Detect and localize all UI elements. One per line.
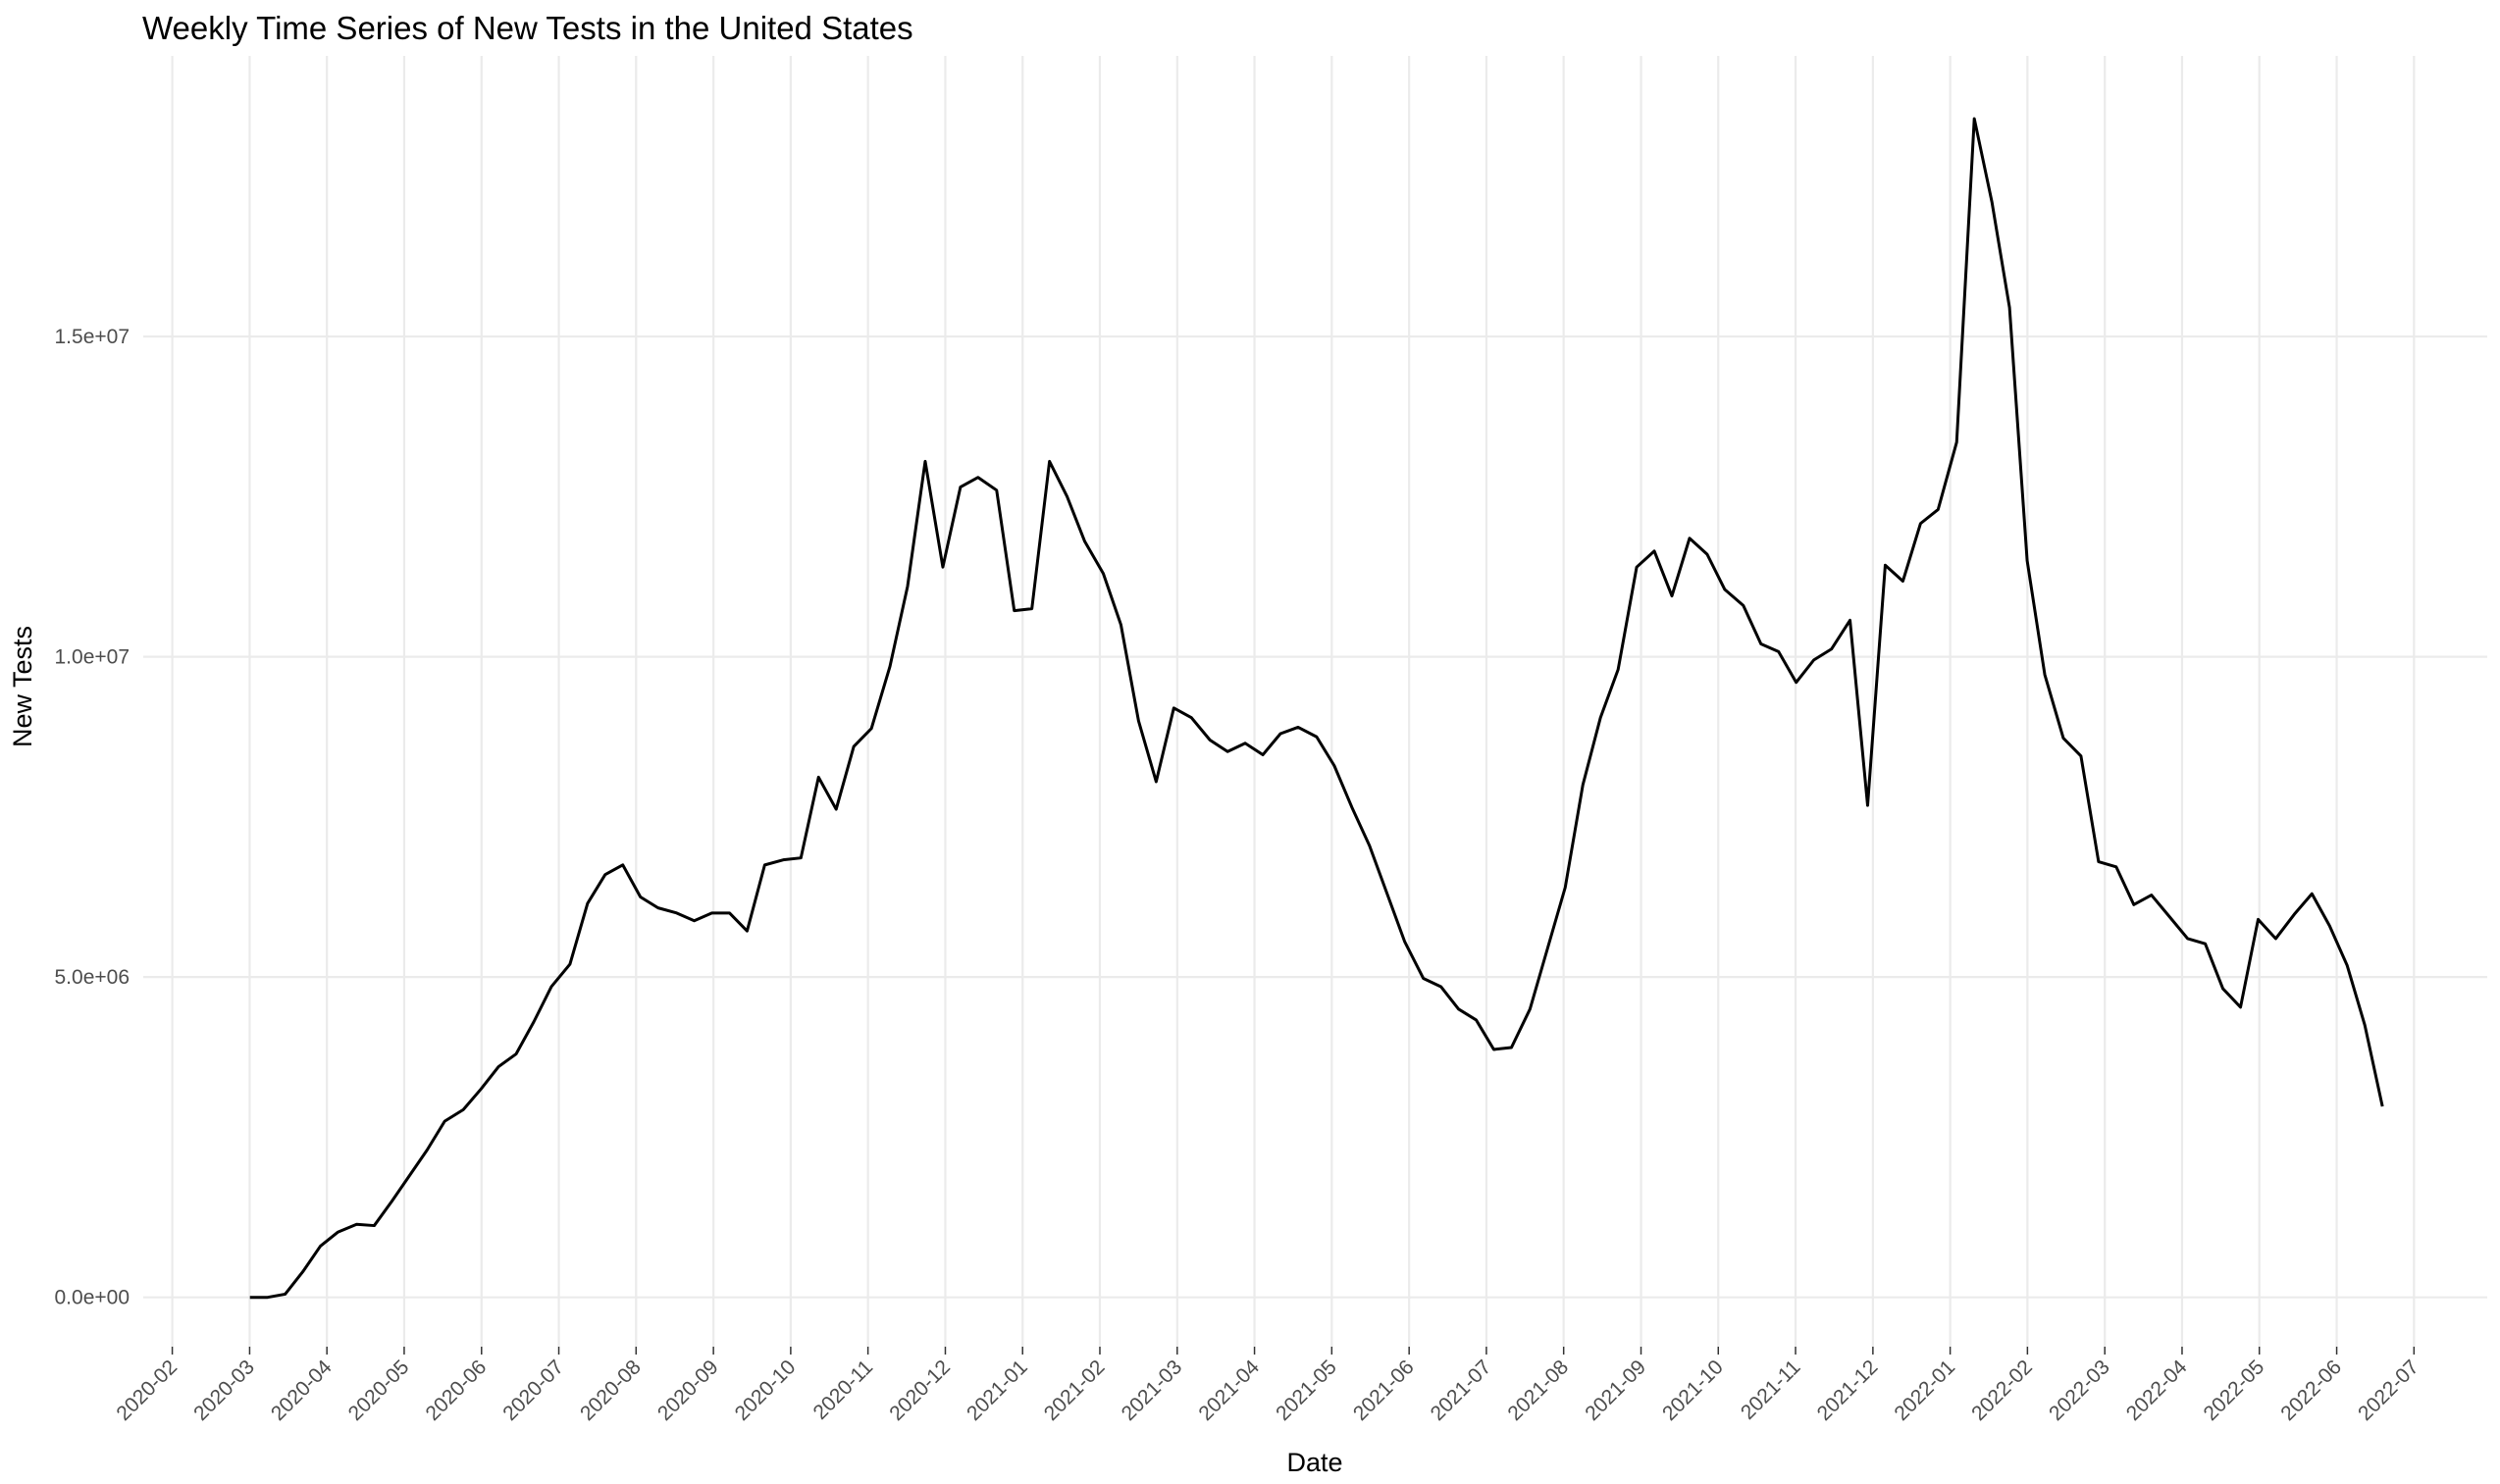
x-tick-label: 2022-05 [2199,1356,2268,1425]
x-tick-label: 2022-06 [2276,1356,2346,1425]
y-tick-label: 1.0e+07 [55,646,130,669]
x-tick-label: 2022-03 [2045,1356,2114,1425]
chart-title: Weekly Time Series of New Tests in the U… [142,10,913,46]
x-tick-label: 2021-12 [1813,1356,1883,1425]
x-tick-label: 2021-11 [1737,1356,1805,1424]
x-tick-label: 2021-06 [1349,1356,1419,1425]
x-tick-label: 2020-11 [809,1356,878,1424]
x-tick-label: 2020-09 [653,1356,723,1425]
y-axis-title: New Tests [8,626,37,747]
x-tick-label: 2021-04 [1194,1356,1264,1425]
x-axis-title: Date [1286,1448,1342,1477]
x-tick-label: 2020-10 [731,1356,801,1425]
x-tick-label: 2021-05 [1272,1356,1341,1425]
y-tick-label: 5.0e+06 [55,966,130,989]
x-tick-label: 2020-07 [498,1356,568,1425]
x-tick-label: 2022-02 [1967,1356,2037,1425]
x-tick-label: 2020-04 [267,1356,337,1425]
x-tick-label: 2020-06 [422,1356,492,1425]
x-tick-label: 2022-07 [2354,1356,2423,1425]
data-line [249,117,2384,1300]
x-tick-label: 2020-05 [344,1356,414,1425]
y-tick-label: 0.0e+00 [55,1287,130,1309]
x-tick-label: 2021-09 [1581,1356,1650,1425]
y-tick-label: 1.5e+07 [55,326,130,348]
x-tick-label: 2021-03 [1118,1356,1187,1425]
x-tick-label: 2020-08 [576,1356,646,1425]
x-tick-label: 2020-03 [189,1356,259,1425]
x-tick-label: 2022-01 [1890,1356,1959,1425]
x-tick-label: 2021-01 [963,1356,1032,1425]
x-tick-label: 2021-07 [1427,1356,1496,1425]
x-tick-label: 2020-02 [112,1356,182,1425]
x-tick-label: 2020-12 [885,1356,955,1425]
x-tick-label: 2022-04 [2122,1356,2192,1425]
x-tick-label: 2021-08 [1503,1356,1573,1425]
x-tick-label: 2021-10 [1658,1356,1728,1425]
x-tick-label: 2021-02 [1040,1356,1110,1425]
